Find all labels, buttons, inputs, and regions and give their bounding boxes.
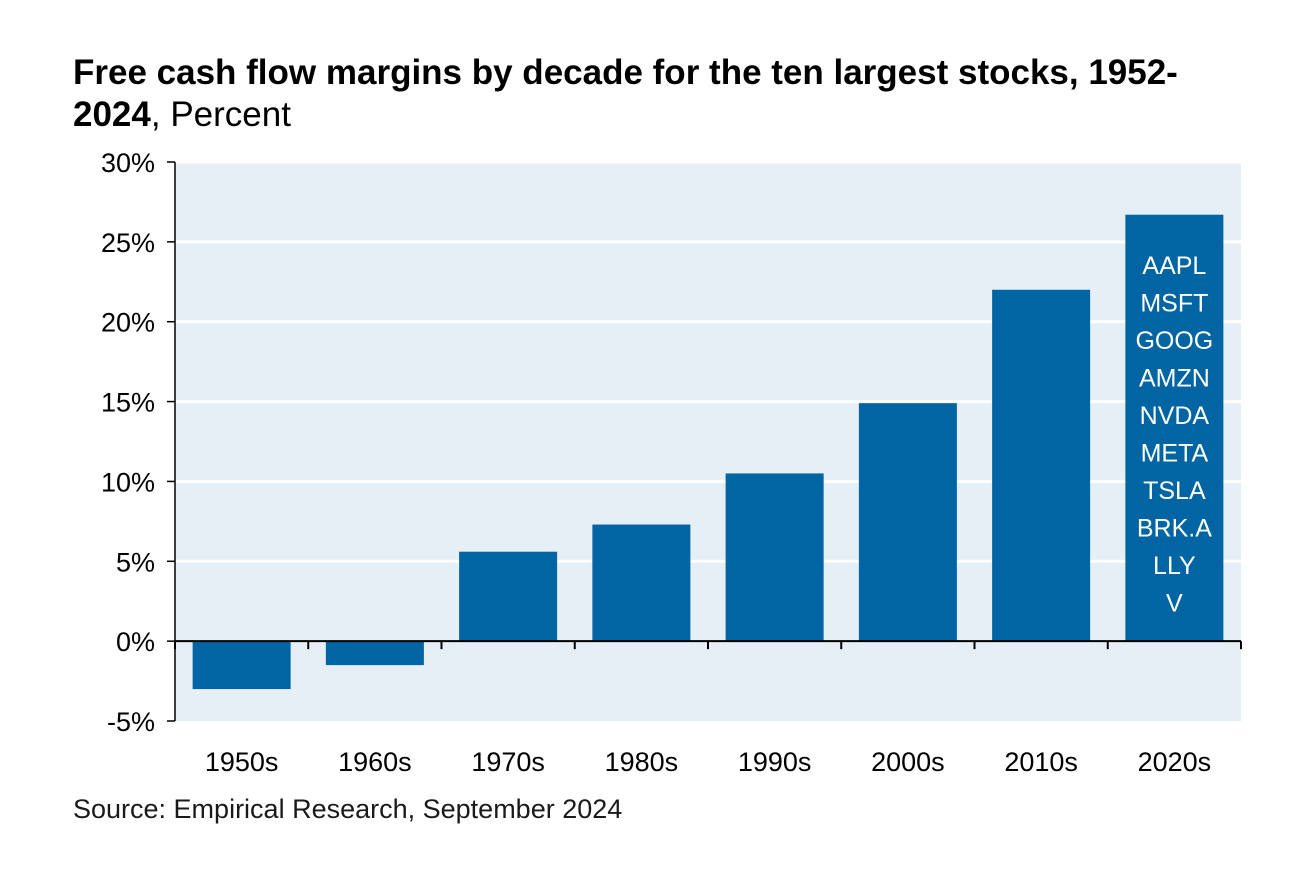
bars: [192, 214, 1224, 690]
y-tick-label: 10%: [101, 467, 155, 497]
bar-annotation-line: BRK.A: [1137, 515, 1212, 543]
bar-annotation-line: V: [1166, 590, 1183, 618]
x-tick-label: 1980s: [605, 747, 679, 777]
x-tick-label: 1970s: [471, 747, 545, 777]
bar-2020s: [1125, 214, 1224, 642]
axis-labels: -5% 0% 5% 10% 15% 20% 25% 30% 1950s 1960s 1970s 198…: [101, 148, 1211, 777]
bar-1960s: [325, 641, 424, 666]
chart-title-main: Free cash flow margins by decade for the…: [73, 53, 1178, 134]
chart-title: Free cash flow margins by decade for the…: [73, 52, 1223, 136]
bar-annotation-line: AAPL: [1142, 252, 1206, 280]
y-tick-label: 15%: [101, 388, 155, 418]
x-tick-label: 2020s: [1138, 747, 1212, 777]
axes: [167, 161, 1242, 722]
bar-annotation-line: META: [1141, 440, 1209, 468]
x-tick-label: 1990s: [738, 747, 812, 777]
bar-annotation-line: TSLA: [1143, 477, 1206, 505]
x-tick-label: 2010s: [1004, 747, 1078, 777]
x-tick-label: 1960s: [338, 747, 412, 777]
bar-1950s: [192, 641, 291, 690]
bar-annotation-line: GOOG: [1135, 327, 1213, 355]
bar-1970s: [459, 551, 558, 642]
y-tick-label: 30%: [101, 148, 155, 178]
y-tick-label: -5%: [107, 707, 155, 737]
bar-1980s: [592, 524, 691, 642]
bar-annotation-line: AMZN: [1139, 365, 1210, 393]
bar-1990s: [725, 473, 824, 642]
y-tick-label: 20%: [101, 308, 155, 338]
y-tick-label: 5%: [116, 547, 155, 577]
y-tick-label: 25%: [101, 228, 155, 258]
bar-annotations: AAPL MSFT GOOG AMZN NVDA META TSLA BRK.A LLY V: [1135, 252, 1213, 618]
bar-annotation-line: LLY: [1153, 552, 1196, 580]
bar-2010s: [992, 289, 1091, 642]
source-note: Source: Empirical Research, September 20…: [73, 794, 623, 824]
bar-2000s: [858, 403, 957, 642]
x-tick-label: 2000s: [871, 747, 945, 777]
x-tick-label: 1950s: [205, 747, 279, 777]
chart-title-unit: , Percent: [150, 95, 291, 134]
y-tick-label: 0%: [116, 627, 155, 657]
bar-annotation-line: NVDA: [1140, 402, 1210, 430]
bar-annotation-line: MSFT: [1140, 290, 1208, 318]
